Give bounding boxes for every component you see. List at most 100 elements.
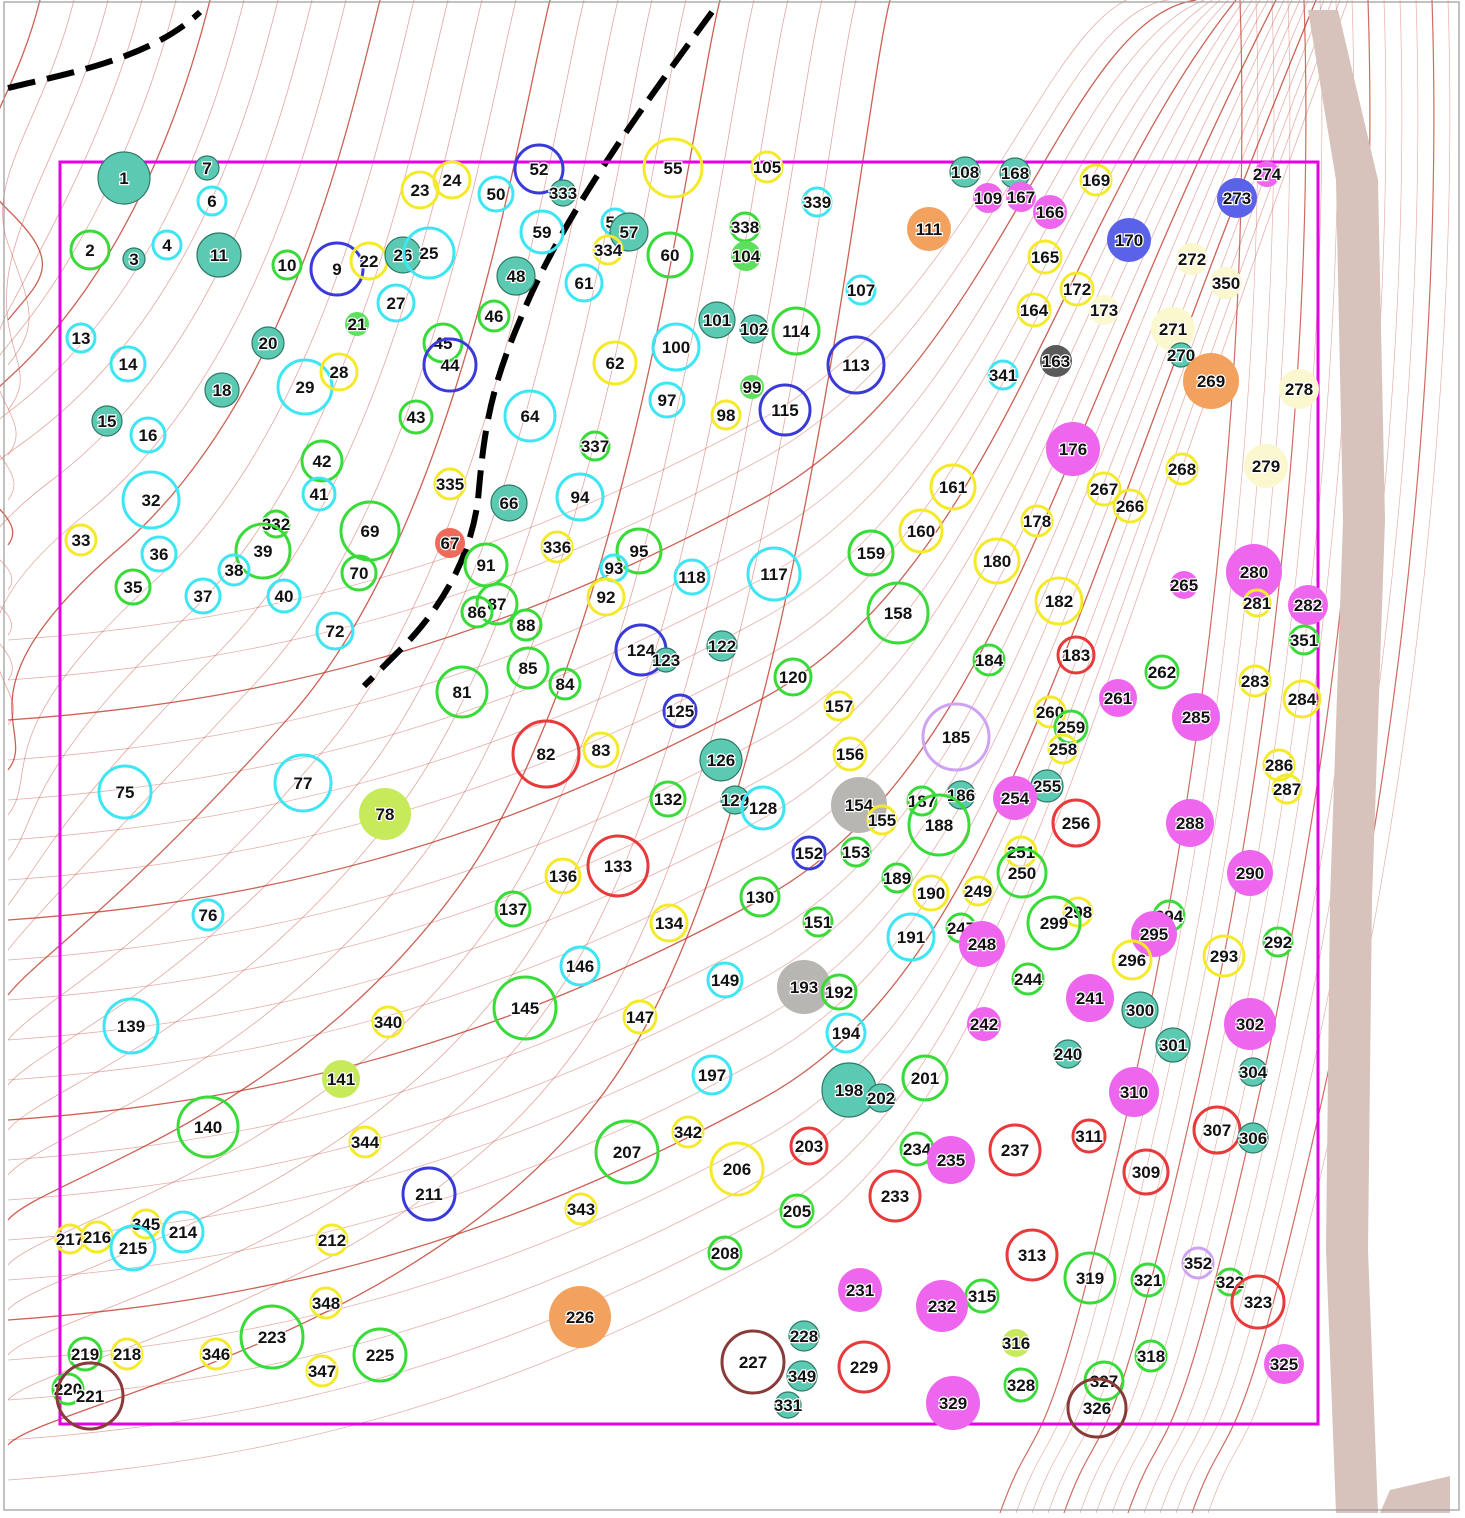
tree-marker[interactable]: 46 bbox=[477, 299, 511, 333]
tree-marker[interactable]: 105 bbox=[750, 150, 784, 184]
tree-marker[interactable]: 333 bbox=[548, 179, 578, 207]
tree-marker[interactable]: 24 bbox=[432, 160, 472, 200]
tree-marker[interactable]: 117 bbox=[746, 546, 802, 602]
tree-marker[interactable]: 328 bbox=[1003, 1367, 1039, 1403]
tree-marker[interactable]: 10 bbox=[271, 249, 303, 281]
tree-marker[interactable]: 193 bbox=[777, 960, 831, 1014]
tree-marker[interactable]: 244 bbox=[1011, 962, 1045, 996]
tree-marker[interactable]: 72 bbox=[315, 611, 355, 651]
tree-marker[interactable]: 107 bbox=[845, 274, 877, 306]
tree-marker[interactable]: 32 bbox=[121, 470, 181, 530]
tree-marker[interactable]: 136 bbox=[544, 857, 582, 895]
tree-marker[interactable]: 115 bbox=[758, 383, 812, 437]
tree-marker[interactable]: 285 bbox=[1172, 693, 1220, 741]
tree-marker[interactable]: 92 bbox=[586, 577, 626, 617]
tree-marker[interactable]: 146 bbox=[559, 945, 601, 987]
tree-marker[interactable]: 94 bbox=[555, 472, 605, 522]
tree-marker[interactable]: 98 bbox=[710, 399, 742, 431]
tree-marker[interactable]: 201 bbox=[901, 1054, 949, 1102]
tree-marker[interactable]: 40 bbox=[266, 578, 302, 614]
tree-marker[interactable]: 267 bbox=[1086, 471, 1122, 507]
tree-marker[interactable]: 173 bbox=[1089, 295, 1119, 325]
tree-marker[interactable]: 21 bbox=[345, 312, 369, 336]
tree-marker[interactable]: 85 bbox=[506, 646, 550, 690]
tree-marker[interactable]: 114 bbox=[771, 306, 821, 356]
tree-marker[interactable]: 76 bbox=[191, 898, 225, 932]
tree-marker[interactable]: 278 bbox=[1279, 369, 1319, 409]
tree-marker[interactable]: 48 bbox=[496, 256, 536, 296]
tree-marker[interactable]: 288 bbox=[1166, 799, 1214, 847]
tree-marker[interactable]: 281 bbox=[1242, 588, 1272, 618]
tree-marker[interactable]: 93 bbox=[599, 553, 629, 583]
tree-marker[interactable]: 231 bbox=[838, 1268, 882, 1312]
tree-marker[interactable]: 306 bbox=[1237, 1122, 1269, 1154]
tree-marker[interactable]: 86 bbox=[460, 595, 494, 629]
tree-marker[interactable]: 216 bbox=[80, 1220, 114, 1254]
tree-marker[interactable]: 290 bbox=[1227, 850, 1273, 896]
tree-marker[interactable]: 218 bbox=[110, 1337, 144, 1371]
tree-marker[interactable]: 334 bbox=[592, 234, 624, 266]
tree-marker[interactable]: 331 bbox=[773, 1391, 803, 1419]
tree-marker[interactable]: 67 bbox=[435, 528, 465, 558]
tree-marker[interactable]: 346 bbox=[199, 1337, 233, 1371]
tree-marker[interactable]: 38 bbox=[217, 553, 251, 587]
tree-marker[interactable]: 339 bbox=[801, 186, 833, 218]
tree-marker[interactable]: 197 bbox=[691, 1054, 733, 1096]
tree-marker[interactable]: 250 bbox=[996, 847, 1048, 899]
tree-marker[interactable]: 316 bbox=[1001, 1329, 1031, 1357]
tree-marker[interactable]: 223 bbox=[239, 1304, 305, 1370]
tree-marker[interactable]: 22 bbox=[349, 241, 389, 281]
tree-marker[interactable]: 341 bbox=[987, 359, 1019, 391]
tree-marker[interactable]: 345 bbox=[130, 1208, 162, 1240]
tree-marker[interactable]: 122 bbox=[706, 630, 738, 662]
tree-marker[interactable]: 190 bbox=[912, 874, 950, 912]
tree-marker[interactable]: 313 bbox=[1005, 1228, 1059, 1282]
tree-marker[interactable]: 62 bbox=[592, 340, 638, 386]
tree-marker[interactable]: 151 bbox=[802, 906, 834, 938]
tree-marker[interactable]: 235 bbox=[927, 1136, 975, 1184]
tree-marker[interactable]: 221 bbox=[55, 1361, 125, 1431]
tree-marker[interactable]: 229 bbox=[837, 1340, 891, 1394]
tree-marker[interactable]: 137 bbox=[494, 890, 532, 928]
tree-marker[interactable]: 42 bbox=[300, 439, 344, 483]
tree-marker[interactable]: 286 bbox=[1262, 748, 1296, 782]
tree-marker[interactable]: 282 bbox=[1288, 585, 1328, 625]
tree-marker[interactable]: 319 bbox=[1063, 1251, 1117, 1305]
tree-marker[interactable]: 206 bbox=[709, 1141, 765, 1197]
tree-marker[interactable]: 192 bbox=[820, 973, 858, 1011]
tree-marker[interactable]: 145 bbox=[492, 975, 558, 1041]
tree-marker[interactable]: 41 bbox=[301, 476, 337, 512]
tree-marker[interactable]: 270 bbox=[1166, 342, 1196, 368]
tree-marker[interactable]: 1 bbox=[97, 151, 151, 205]
tree-marker[interactable]: 153 bbox=[840, 836, 872, 868]
tree-marker[interactable]: 39 bbox=[234, 522, 292, 580]
tree-marker[interactable]: 299 bbox=[1026, 895, 1082, 951]
tree-marker[interactable]: 82 bbox=[511, 719, 581, 789]
tree-marker[interactable]: 3 bbox=[122, 247, 146, 271]
tree-marker[interactable]: 125 bbox=[662, 693, 698, 729]
tree-marker[interactable]: 164 bbox=[1016, 292, 1052, 328]
tree-marker[interactable]: 336 bbox=[540, 530, 574, 564]
tree-marker[interactable]: 318 bbox=[1134, 1339, 1168, 1373]
tree-marker[interactable]: 14 bbox=[109, 345, 147, 383]
tree-marker[interactable]: 233 bbox=[868, 1169, 922, 1223]
tree-marker[interactable]: 15 bbox=[91, 405, 123, 437]
tree-marker[interactable]: 155 bbox=[866, 804, 898, 836]
tree-marker[interactable]: 266 bbox=[1112, 488, 1148, 524]
tree-marker[interactable]: 88 bbox=[509, 608, 543, 642]
tree-marker[interactable]: 343 bbox=[564, 1192, 598, 1226]
tree-marker[interactable]: 120 bbox=[773, 657, 813, 697]
tree-marker[interactable]: 104 bbox=[731, 241, 762, 271]
tree-marker[interactable]: 188 bbox=[907, 793, 971, 857]
tree-marker[interactable]: 326 bbox=[1066, 1377, 1128, 1439]
tree-marker[interactable]: 168 bbox=[999, 157, 1031, 189]
tree-marker[interactable]: 128 bbox=[740, 785, 786, 831]
tree-marker[interactable]: 283 bbox=[1238, 664, 1272, 698]
tree-marker[interactable]: 349 bbox=[786, 1360, 818, 1392]
tree-marker[interactable]: 123 bbox=[651, 647, 681, 673]
tree-marker[interactable]: 23 bbox=[400, 170, 440, 210]
tree-marker[interactable]: 20 bbox=[251, 326, 285, 360]
tree-marker[interactable]: 133 bbox=[586, 834, 650, 898]
tree-marker[interactable]: 43 bbox=[398, 399, 434, 435]
tree-marker[interactable]: 304 bbox=[1238, 1057, 1269, 1087]
